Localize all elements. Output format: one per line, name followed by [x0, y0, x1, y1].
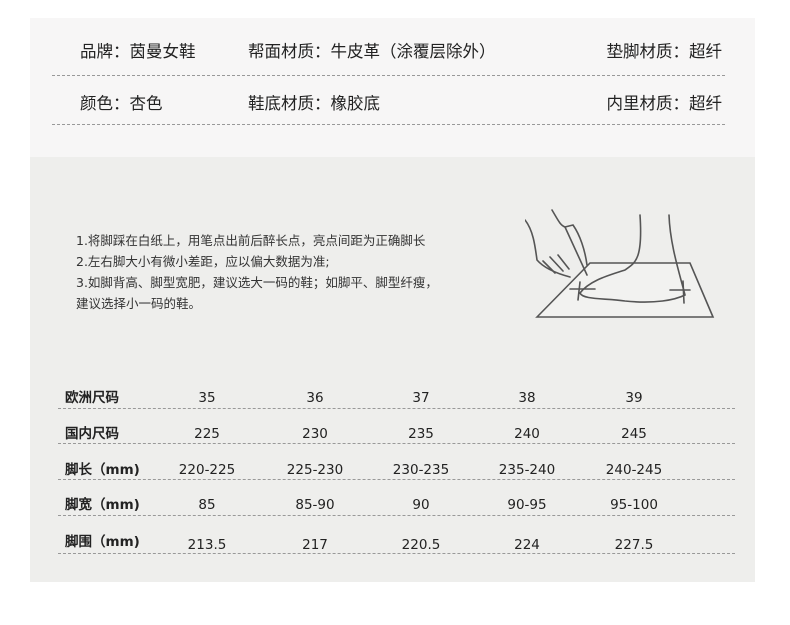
size-row-label: 脚围（mm)	[65, 534, 140, 550]
size-cell: 220.5	[401, 537, 441, 553]
size-cell: 224	[514, 537, 540, 553]
size-cell: 220-225	[178, 462, 236, 478]
instruction-line: 建议选择小一码的鞋。	[76, 296, 202, 311]
instruction-line: 2.左右脚大小有微小差距，应以偏大数据为准;	[76, 254, 330, 269]
instruction-line: 3.如脚背高、脚型宽肥，建议选大一码的鞋；如脚平、脚型纤瘦，	[76, 275, 438, 290]
row-divider	[58, 479, 735, 480]
row-divider	[58, 515, 735, 516]
size-cell: 95-100	[610, 497, 658, 513]
attr-color: 颜色：杏色	[80, 94, 163, 113]
size-cell: 230-235	[392, 462, 450, 478]
size-cell: 240	[514, 426, 540, 442]
measurement-instructions: 1.将脚踩在白纸上，用笔点出前后醉长点，亮点间距为正确脚长 2.左右脚大小有微小…	[76, 230, 438, 314]
size-cell: 85-90	[295, 497, 335, 513]
size-row-label: 国内尺码	[65, 426, 119, 442]
size-cell: 225	[194, 426, 220, 442]
size-cell: 90	[412, 497, 430, 513]
attr-insole-material: 垫脚材质：超纤	[606, 42, 723, 61]
attr-sole-material: 鞋底材质：橡胶底	[248, 94, 380, 113]
size-cell: 36	[306, 390, 324, 406]
size-cell: 235	[408, 426, 434, 442]
size-cell: 37	[412, 390, 430, 406]
size-cell: 225-230	[286, 462, 344, 478]
product-attributes-panel	[30, 18, 755, 157]
size-row-label: 脚长（mm)	[65, 462, 140, 478]
foot-measurement-illustration	[525, 209, 715, 318]
instruction-line: 1.将脚踩在白纸上，用笔点出前后醉长点，亮点间距为正确脚长	[76, 233, 426, 248]
size-cell: 35	[198, 390, 216, 406]
size-cell: 227.5	[614, 537, 654, 553]
size-cell: 213.5	[187, 537, 227, 553]
size-cell: 38	[518, 390, 536, 406]
size-cell: 230	[302, 426, 328, 442]
size-cell: 235-240	[498, 462, 556, 478]
row-divider	[58, 443, 735, 444]
size-cell: 90-95	[507, 497, 547, 513]
attr-upper-material: 帮面材质：牛皮革（涂覆层除外）	[248, 42, 496, 61]
attr-lining-material: 内里材质：超纤	[606, 94, 723, 113]
size-cell: 245	[621, 426, 647, 442]
row-divider	[58, 408, 735, 409]
divider	[52, 75, 725, 76]
row-divider	[58, 553, 735, 554]
attr-brand: 品牌：茵曼女鞋	[80, 42, 196, 61]
size-guide-panel	[30, 157, 755, 582]
size-cell: 85	[198, 497, 216, 513]
divider	[52, 124, 725, 125]
size-row-label: 欧洲尺码	[65, 390, 119, 406]
size-row-label: 脚宽（mm)	[65, 497, 140, 513]
size-cell: 217	[302, 537, 328, 553]
size-cell: 39	[625, 390, 643, 406]
size-cell: 240-245	[605, 462, 663, 478]
